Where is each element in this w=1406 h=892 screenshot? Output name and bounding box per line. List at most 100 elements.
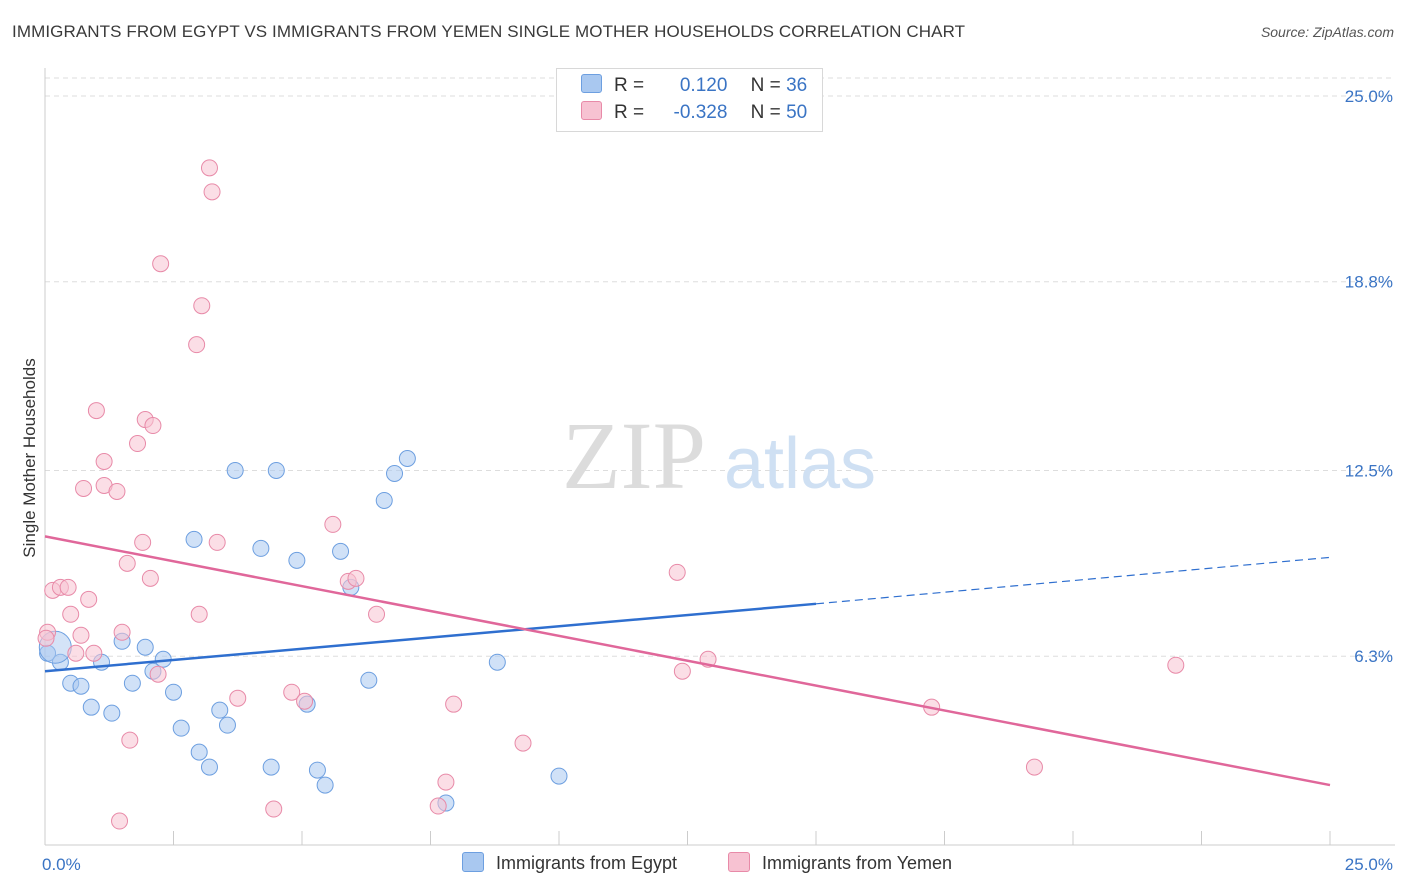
egypt-point (218, 716, 236, 734)
trendlines (44, 535, 1331, 787)
yemen-point (134, 533, 152, 551)
egypt-point (375, 491, 393, 509)
watermark-atlas: atlas (724, 424, 876, 504)
axes (44, 68, 1395, 846)
egypt-point (72, 677, 90, 695)
yemen-point (324, 515, 342, 533)
bottom-legend-swatch-yemen (728, 852, 750, 872)
legend-swatch-egypt (581, 74, 602, 93)
yemen-point (72, 626, 90, 644)
y-tick-label: 18.8% (1345, 273, 1393, 292)
legend-row-egypt: R = 0.120 N = 36 (581, 74, 807, 100)
yemen-point (229, 689, 247, 707)
egypt-trendline (44, 602, 817, 673)
bottom-legend-label-egypt: Immigrants from Egypt (496, 853, 678, 873)
egypt-point (262, 758, 280, 776)
chart-title: IMMIGRANTS FROM EGYPT VS IMMIGRANTS FROM… (12, 22, 966, 41)
egypt-point (316, 776, 334, 794)
yemen-point (1167, 656, 1185, 674)
yemen-point (296, 692, 314, 710)
yemen-point (108, 482, 126, 500)
legend-r-value-egypt: 0.120 (679, 75, 728, 96)
yemen-point (668, 563, 686, 581)
yemen-point (80, 590, 98, 608)
legend-r-value-yemen: -0.328 (673, 102, 728, 123)
egypt-point (308, 761, 326, 779)
egypt-point (211, 701, 229, 719)
bottom-legend-egypt: Immigrants from Egypt (462, 852, 677, 874)
yemen-point (152, 255, 170, 273)
yemen-point (347, 569, 365, 587)
yemen-point (87, 402, 105, 420)
yemen-point (37, 629, 55, 647)
legend-n-label: N = (750, 102, 781, 123)
egypt-point (267, 461, 285, 479)
egypt-point (288, 551, 306, 569)
egypt-point (190, 743, 208, 761)
egypt-point (103, 704, 121, 722)
yemen-point (283, 683, 301, 701)
yemen-point (265, 800, 283, 818)
watermark: ZIP atlas (562, 402, 876, 509)
yemen-trendline (44, 535, 1331, 787)
y-tick-label: 6.3% (1354, 647, 1393, 666)
y-axis-label: Single Mother Households (20, 358, 39, 557)
yemen-point (111, 812, 129, 830)
yemen-point (429, 797, 447, 815)
yemen-point (368, 605, 386, 623)
yemen-point (149, 665, 167, 683)
yemen-point (673, 662, 691, 680)
x-tick-label: 25.0% (1345, 855, 1393, 874)
yemen-point (514, 734, 532, 752)
y-tick-label: 25.0% (1345, 87, 1393, 106)
bottom-legend-yemen: Immigrants from Yemen (728, 852, 952, 874)
x-tick-label: 0.0% (42, 855, 81, 874)
egypt-point (200, 758, 218, 776)
legend-box: R = 0.120 N = 36 R = -0.328 N = 50 (556, 68, 823, 132)
yemen-point (67, 644, 85, 662)
legend-n-value-yemen: 50 (786, 102, 808, 123)
legend-n-value-egypt: 36 (786, 75, 808, 96)
egypt-point (332, 542, 350, 560)
legend-r-label: R = (614, 102, 645, 123)
legend-swatch-yemen (581, 101, 602, 120)
yemen-point (144, 417, 162, 435)
egypt-point (172, 719, 190, 737)
legend-n-label: N = (750, 75, 781, 96)
egypt-point (360, 671, 378, 689)
yemen-point (121, 731, 139, 749)
yemen-point (1025, 758, 1043, 776)
yemen-point (129, 435, 147, 453)
yemen-point (85, 644, 103, 662)
yemen-point (118, 554, 136, 572)
x-tick-labels: 0.0% 25.0% (42, 855, 1393, 874)
source-label: Source: ZipAtlas.com (1260, 24, 1394, 40)
egypt-point (226, 461, 244, 479)
series-yemen-points (37, 159, 1185, 830)
yemen-point (62, 605, 80, 623)
egypt-point (398, 450, 416, 468)
egypt-point (488, 653, 506, 671)
yemen-point (59, 578, 77, 596)
egypt-point (82, 698, 100, 716)
yemen-point (141, 569, 159, 587)
egypt-trendline-projection (815, 556, 1331, 605)
yemen-point (193, 297, 211, 315)
egypt-point (252, 539, 270, 557)
yemen-point (113, 623, 131, 641)
yemen-point (437, 773, 455, 791)
yemen-point (188, 336, 206, 354)
egypt-point (550, 767, 568, 785)
yemen-point (445, 695, 463, 713)
egypt-point (123, 674, 141, 692)
y-tick-label: 12.5% (1345, 461, 1393, 480)
bottom-legend-swatch-egypt (462, 852, 484, 872)
egypt-point (386, 464, 404, 482)
watermark-zip: ZIP (562, 402, 706, 509)
yemen-point (203, 183, 221, 201)
y-tick-labels: 6.3% 12.5% 18.8% 25.0% (1345, 87, 1393, 666)
yemen-point (208, 533, 226, 551)
yemen-point (190, 605, 208, 623)
legend-r-label: R = (614, 75, 645, 96)
